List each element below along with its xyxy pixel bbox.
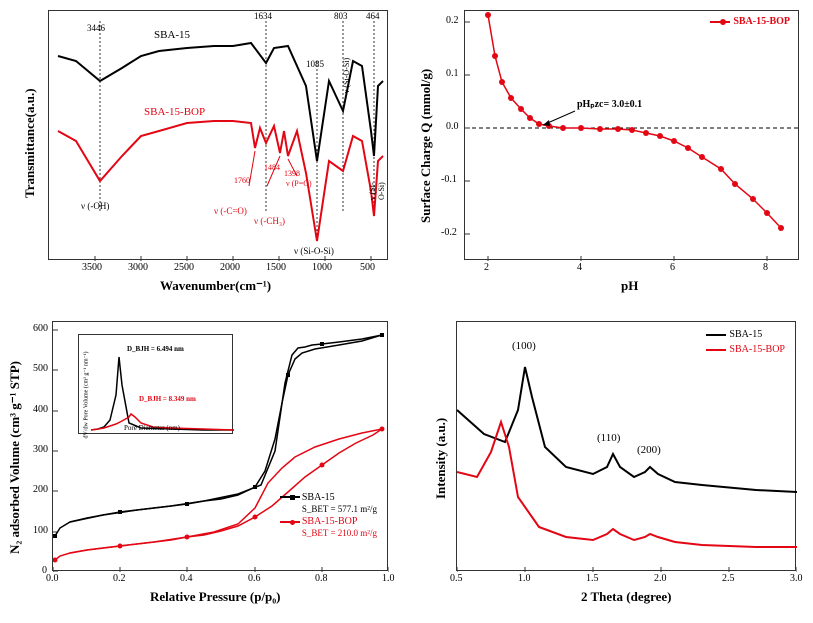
b-ytick-0: -0.2	[441, 227, 457, 238]
peak-1085: 1085	[306, 59, 324, 69]
panel-a-svg	[49, 11, 389, 261]
peak-3446: 3446	[87, 23, 105, 33]
nu-siosi-1: ν (Si-O-Si)	[294, 246, 334, 256]
c-leg1: SBA-15	[302, 492, 335, 503]
peak-1398: 1398	[284, 169, 300, 178]
c-xlabel: Relative Pressure (p/p₀)	[150, 589, 281, 605]
inset-dbjh-1: D_BJH = 6.494 nm	[127, 345, 184, 353]
nu-siosi-2: ν (Si-O-Si)	[342, 58, 351, 93]
b-xtick-0: 2	[484, 262, 489, 273]
peak-803: 803	[334, 11, 348, 21]
c-ytick-1: 100	[33, 525, 48, 536]
nu-ch3: ν (-CH₃)	[254, 216, 285, 226]
panel-b-chart: pHₚzc= 3.0±0.1 SBA-15-BOP	[464, 10, 799, 260]
panel-d-legend: SBA-15 SBA-15-BOP	[706, 327, 785, 357]
label-sba15: SBA-15	[154, 29, 190, 41]
c-ytick-5: 500	[33, 363, 48, 374]
d-xtick-4: 2.5	[722, 573, 735, 584]
c-xtick-0: 0.0	[46, 573, 59, 584]
inset-dbjh-2: D_BJH = 8.349 nm	[139, 395, 196, 403]
a-xtick-3: 2000	[220, 262, 240, 273]
c-leg2: SBA-15-BOP	[302, 516, 358, 527]
a-xtick-2: 2500	[174, 262, 194, 273]
a-ylabel: Transmittance(a.u.)	[22, 68, 38, 198]
nu-po: ν (P=O)	[286, 179, 312, 188]
c-ytick-0: 0	[42, 565, 47, 576]
c-xtick-3: 0.6	[248, 573, 261, 584]
b-xtick-1: 4	[577, 262, 582, 273]
c-xtick-5: 1.0	[382, 573, 395, 584]
phpzc-annot: pHₚzc= 3.0±0.1	[577, 99, 642, 110]
panel-c-legend: SBA-15 S_BET = 577.1 m²/g SBA-15-BOP S_B…	[280, 491, 377, 540]
panel-c-chart: D_BJH = 6.494 nm D_BJH = 8.349 nm Pore D…	[52, 321, 388, 571]
inset-xlabel: Pore Diameter (nm)	[124, 424, 180, 432]
nu-co: ν (-C=O)	[214, 206, 247, 216]
panel-b-svg	[465, 11, 800, 261]
d-xtick-5: 3.0	[790, 573, 803, 584]
b-xtick-2: 6	[670, 262, 675, 273]
d-xtick-3: 2.0	[654, 573, 667, 584]
b-legend-label: SBA-15-BOP	[733, 16, 790, 27]
c-ytick-3: 300	[33, 444, 48, 455]
b-ytick-4: 0.2	[446, 15, 459, 26]
b-xlabel: pH	[621, 278, 638, 294]
panel-c: (c) D_BJH = 6.494 nm D_BJH = 8.349 nm	[0, 311, 406, 623]
peak-1634: 1634	[254, 11, 272, 21]
c-ytick-6: 600	[33, 323, 48, 334]
d-xtick-0: 0.5	[450, 573, 463, 584]
a-xtick-0: 3500	[82, 262, 102, 273]
b-ytick-3: 0.1	[446, 68, 459, 79]
d-ylabel: Intensity (a.u.)	[433, 389, 449, 499]
panel-b: (b) pHₚzc= 3.0±0.1 SBA-15-BOP 2 4 6 8 -0…	[406, 0, 813, 311]
d-xlabel: 2 Theta (degree)	[581, 589, 672, 605]
a-xtick-4: 1500	[266, 262, 286, 273]
d-leg2: SBA-15-BOP	[729, 344, 785, 355]
c-leg1-sub: S_BET = 577.1 m²/g	[302, 504, 377, 516]
peak-1484: 1484	[264, 163, 280, 172]
inset-ylabel: dV/dw Pore Volume (cm³ g⁻¹ nm⁻¹)	[83, 329, 90, 439]
c-ylabel: N₂ adsorbed Volume (cm³ g⁻¹ STP)	[7, 334, 23, 554]
d-leg1: SBA-15	[729, 329, 762, 340]
c-xtick-4: 0.8	[315, 573, 328, 584]
peak-1760: 1760	[234, 176, 250, 185]
panel-d-chart: (100) (110) (200) SBA-15 SBA-15-BOP	[456, 321, 796, 571]
a-xlabel: Wavenumber(cm⁻¹)	[160, 278, 271, 294]
b-ylabel: Surface Charge Q (mmol/g)	[418, 43, 434, 223]
panel-d-svg	[457, 322, 797, 572]
a-xtick-6: 500	[360, 262, 375, 273]
nu-oh: ν (-OH)	[81, 201, 109, 211]
peak-464: 464	[366, 11, 380, 21]
nu-siosi-3: ν (Si-O-Si)	[368, 180, 386, 200]
panel-d: (d) (100) (110) (200) SBA-15 SBA-15-BOP …	[406, 311, 813, 623]
label-sba15bop: SBA-15-BOP	[144, 106, 205, 118]
c-leg2-sub: S_BET = 210.0 m²/g	[302, 528, 377, 540]
c-xtick-2: 0.4	[180, 573, 193, 584]
b-ytick-2: 0.0	[446, 121, 459, 132]
peak-110: (110)	[597, 432, 620, 444]
a-xtick-5: 1000	[312, 262, 332, 273]
c-xtick-1: 0.2	[113, 573, 126, 584]
c-ytick-4: 400	[33, 404, 48, 415]
a-xtick-1: 3000	[128, 262, 148, 273]
panel-a: (a) 3446 1634 80	[0, 0, 406, 311]
panel-c-inset: D_BJH = 6.494 nm D_BJH = 8.349 nm Pore D…	[78, 334, 233, 434]
d-xtick-2: 1.5	[586, 573, 599, 584]
peak-200: (200)	[637, 444, 661, 456]
panel-b-legend: SBA-15-BOP	[710, 16, 790, 27]
d-xtick-1: 1.0	[518, 573, 531, 584]
panel-a-chart: 3446 1634 803 464 1085 SBA-15 SBA-15-BOP…	[48, 10, 388, 260]
b-ytick-1: -0.1	[441, 174, 457, 185]
b-xtick-3: 8	[763, 262, 768, 273]
c-ytick-2: 200	[33, 484, 48, 495]
peak-100: (100)	[512, 340, 536, 352]
